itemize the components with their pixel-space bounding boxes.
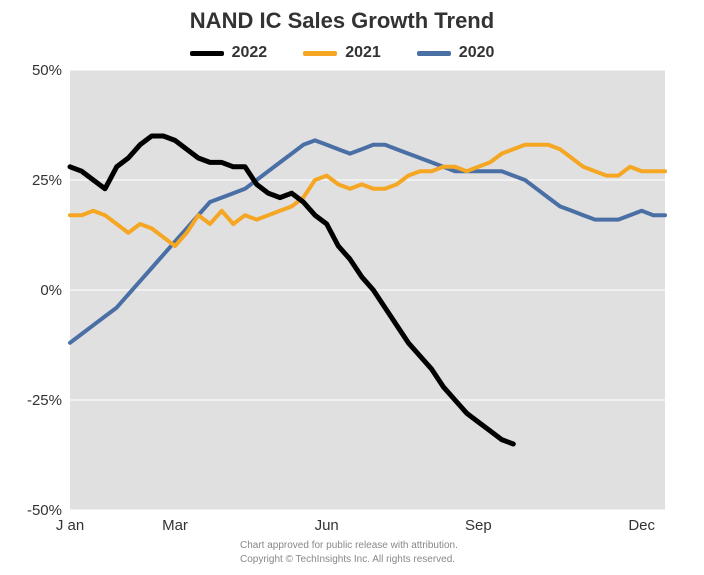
x-tick-label: Dec xyxy=(628,517,655,534)
y-tick-label: 0% xyxy=(40,282,62,299)
y-tick-label: 50% xyxy=(32,62,62,79)
footer-line-1: Chart approved for public release with a… xyxy=(240,540,458,551)
x-tick-label: J an xyxy=(56,517,84,534)
x-tick-label: Mar xyxy=(162,517,188,534)
x-tick-label: Jun xyxy=(315,517,339,534)
footer-line-2: Copyright © TechInsights Inc. All rights… xyxy=(240,554,455,565)
y-tick-label: -25% xyxy=(27,392,62,409)
y-tick-label: 25% xyxy=(32,172,62,189)
chart-plot: -50%-25%0%25%50%J anMarJunSepDec xyxy=(0,0,704,575)
x-tick-label: Sep xyxy=(465,517,492,534)
